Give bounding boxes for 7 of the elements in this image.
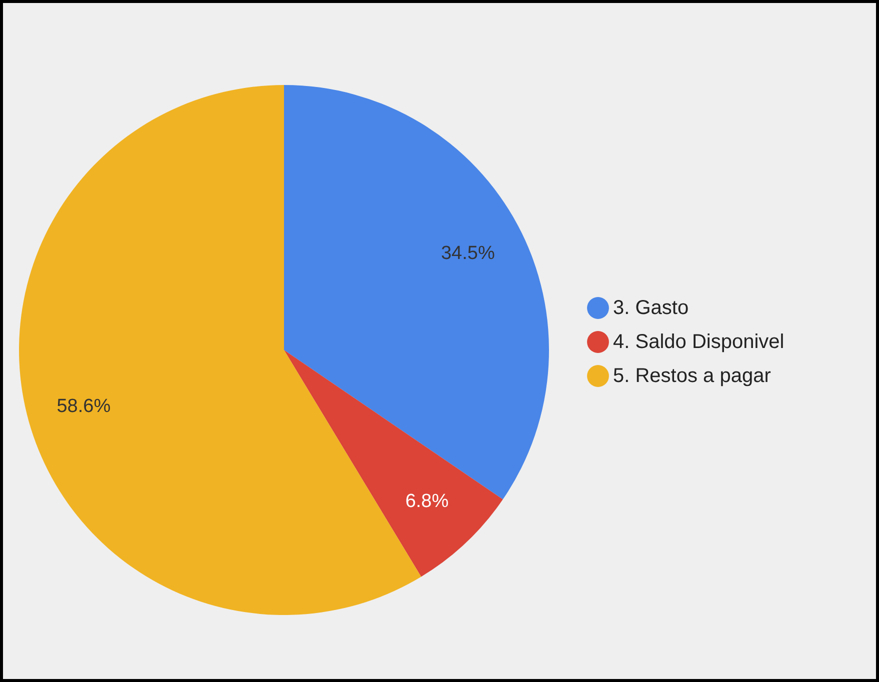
data-label: 6.8%: [405, 491, 449, 512]
data-label: 58.6%: [56, 396, 111, 417]
legend-label: 3. Gasto: [613, 297, 689, 319]
legend-label: 4. Saldo Disponivel: [613, 331, 784, 353]
legend-label: 5. Restos a pagar: [613, 365, 772, 387]
pie-slice: [284, 350, 503, 577]
data-label: 34.5%: [440, 242, 495, 264]
